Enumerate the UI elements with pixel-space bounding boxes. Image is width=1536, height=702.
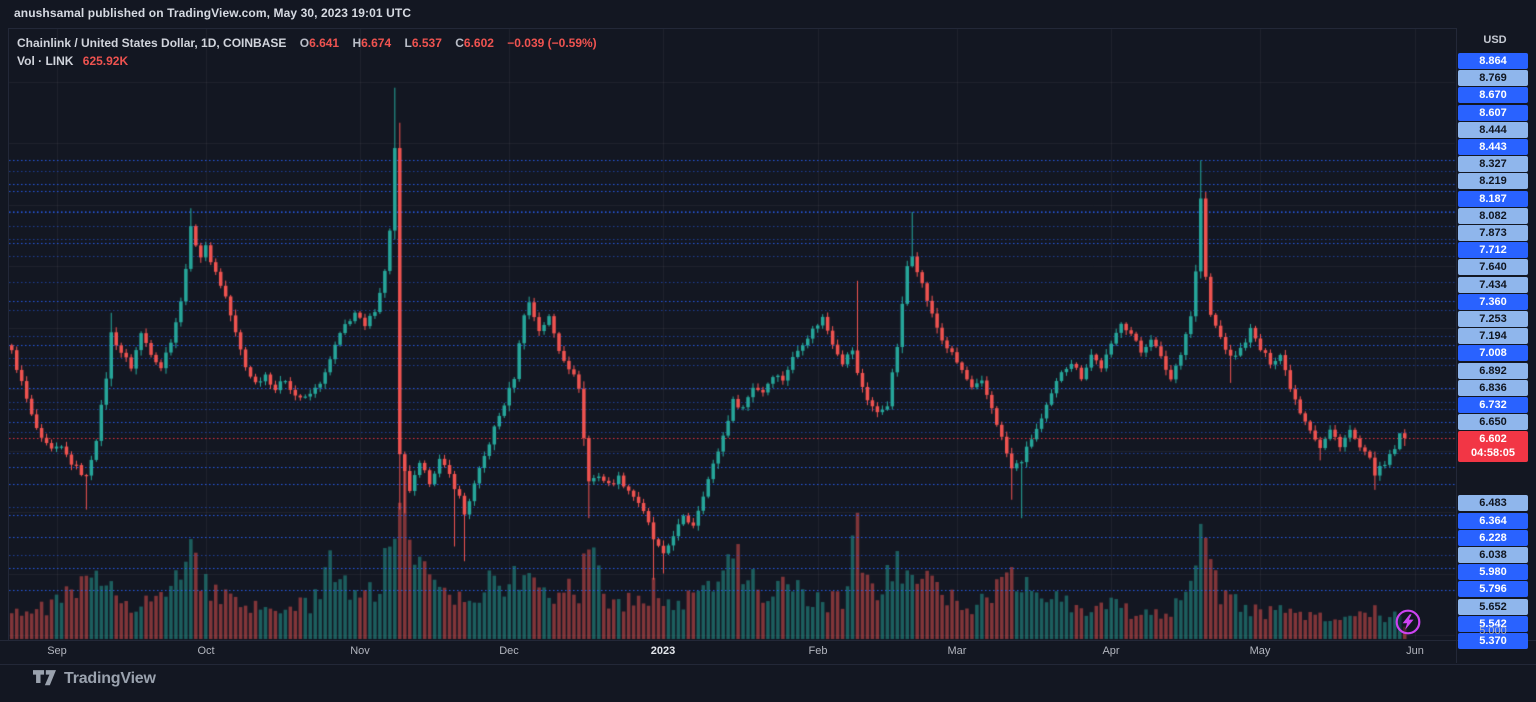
price-alert-label[interactable]: 7.434 — [1458, 277, 1528, 293]
price-axis-border — [1456, 28, 1457, 663]
footer-border — [0, 664, 1536, 665]
volume-row[interactable]: Vol · LINK 625.92K — [17, 54, 128, 68]
axis-bottom-price: 5.000 — [1479, 625, 1507, 637]
price-alert-label[interactable]: 5.652 — [1458, 599, 1528, 615]
price-alert-label[interactable]: 8.327 — [1458, 156, 1528, 172]
price-alert-label[interactable]: 8.443 — [1458, 139, 1528, 155]
price-alert-label[interactable]: 7.712 — [1458, 242, 1528, 258]
low-label: L — [404, 36, 412, 50]
price-alert-label[interactable]: 8.670 — [1458, 87, 1528, 103]
price-alert-label[interactable]: 8.187 — [1458, 191, 1528, 207]
open-value: 6.641 — [309, 36, 340, 50]
price-alert-label[interactable]: 6.650 — [1458, 414, 1528, 430]
pane-top-border — [8, 28, 1456, 29]
tradingview-wordmark: TradingView — [64, 670, 156, 687]
close-label: C — [455, 36, 464, 50]
price-alert-label[interactable]: 5.542 — [1458, 616, 1528, 632]
time-axis-label-sep: Sep — [47, 645, 67, 657]
price-alert-label[interactable]: 5.796 — [1458, 581, 1528, 597]
price-alert-label[interactable]: 8.607 — [1458, 105, 1528, 121]
time-axis-label-oct: Oct — [197, 645, 215, 657]
price-alert-label[interactable]: 6.892 — [1458, 363, 1528, 379]
price-alert-label[interactable]: 7.253 — [1458, 311, 1528, 327]
time-axis-label-mar: Mar — [947, 645, 967, 657]
time-axis-label-jun: Jun — [1406, 645, 1424, 657]
time-axis-label-feb: Feb — [808, 645, 828, 657]
price-alert-label[interactable]: 5.370 — [1458, 633, 1528, 649]
time-axis-label-2023: 2023 — [650, 645, 676, 657]
close-value: 6.602 — [463, 36, 494, 50]
high-label: H — [352, 36, 362, 50]
volume-label: Vol · LINK — [17, 54, 74, 68]
time-axis-label-may: May — [1249, 645, 1271, 657]
price-alert-label[interactable]: 8.444 — [1458, 122, 1528, 138]
price-alert-label[interactable]: 6.483 — [1458, 495, 1528, 511]
price-alert-label[interactable]: 7.873 — [1458, 225, 1528, 241]
volume-value: 625.92K — [82, 54, 129, 68]
currency-label[interactable]: USD — [1483, 34, 1507, 46]
tradingview-logo-icon — [33, 669, 56, 689]
price-alert-label[interactable]: 6.836 — [1458, 380, 1528, 396]
high-value: 6.674 — [361, 36, 392, 50]
time-axis-label-apr: Apr — [1102, 645, 1120, 657]
price-alert-label[interactable]: 7.008 — [1458, 345, 1528, 361]
price-alert-label[interactable]: 5.980 — [1458, 564, 1528, 580]
price-alert-label[interactable]: 6.228 — [1458, 530, 1528, 546]
symbol-header[interactable]: Chainlink / United States Dollar, 1D, CO… — [17, 36, 597, 50]
pane-left-border — [8, 28, 9, 640]
change-value: −0.039 (−0.59%) — [507, 36, 597, 50]
price-alert-label[interactable]: 8.082 — [1458, 208, 1528, 224]
time-axis-border — [0, 640, 1536, 641]
low-value: 6.537 — [411, 36, 442, 50]
price-alert-label[interactable]: 8.864 — [1458, 53, 1528, 69]
price-alert-label[interactable]: 8.219 — [1458, 173, 1528, 189]
tradingview-brand[interactable]: TradingView — [33, 669, 156, 689]
boost-lightning-icon[interactable] — [1394, 608, 1422, 636]
time-axis-label-dec: Dec — [499, 645, 519, 657]
price-alert-label[interactable]: 6.038 — [1458, 547, 1528, 563]
bar-countdown: 04:58:05 — [1470, 447, 1516, 459]
current-price-value: 6.602 — [1479, 433, 1507, 445]
symbol-title[interactable]: Chainlink / United States Dollar, 1D, CO… — [17, 36, 287, 50]
open-label: O — [299, 36, 310, 50]
price-alert-label[interactable]: 6.364 — [1458, 513, 1528, 529]
time-axis-label-nov: Nov — [350, 645, 370, 657]
price-alert-label[interactable]: 6.732 — [1458, 397, 1528, 413]
price-alert-label[interactable]: 7.360 — [1458, 294, 1528, 310]
price-alert-label[interactable]: 7.194 — [1458, 328, 1528, 344]
price-alert-label[interactable]: 8.769 — [1458, 70, 1528, 86]
price-alert-label[interactable]: 7.640 — [1458, 259, 1528, 275]
current-price-label[interactable]: 6.602 04:58:05 — [1458, 431, 1528, 462]
attribution-text: anushsamal published on TradingView.com,… — [14, 6, 412, 20]
